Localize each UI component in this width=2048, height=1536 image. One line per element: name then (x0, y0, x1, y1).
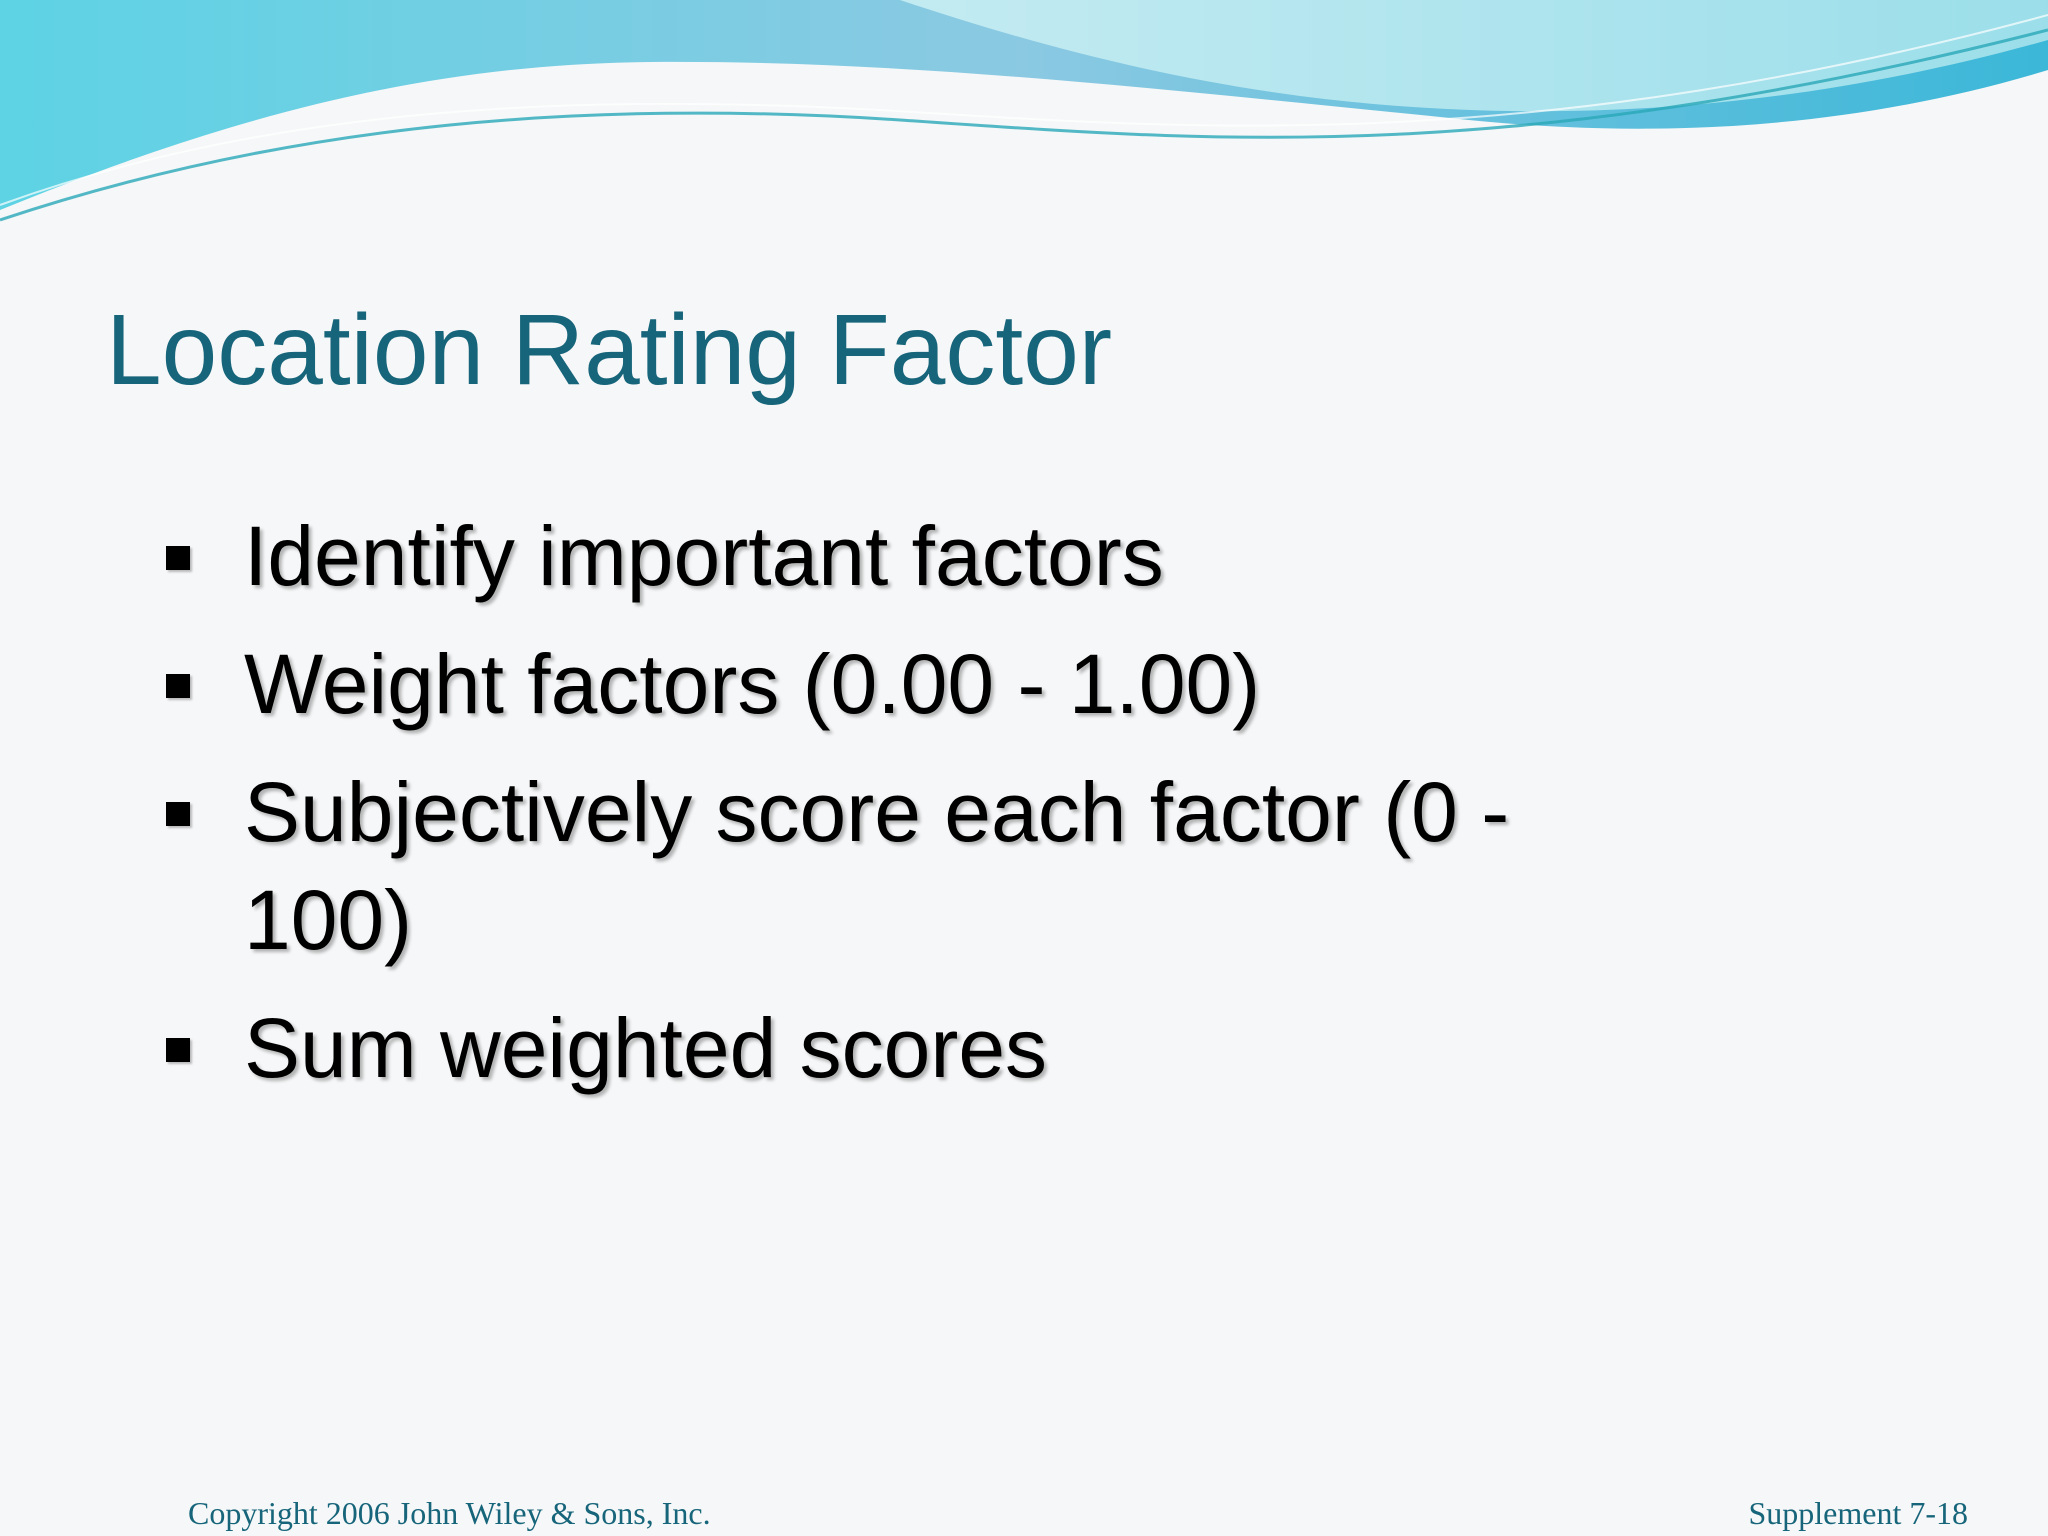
square-bullet-icon (166, 674, 190, 698)
bullet-text: Subjectively score each factor (0 - 100) (244, 765, 1510, 967)
bullet-item: Sum weighted scores (160, 994, 1600, 1102)
square-bullet-icon (166, 802, 190, 826)
square-bullet-icon (166, 546, 190, 570)
bullet-item: Subjectively score each factor (0 - 100) (160, 758, 1600, 974)
bullet-text: Weight factors (0.00 - 1.00) (244, 637, 1261, 731)
bullet-item: Weight factors (0.00 - 1.00) (160, 630, 1600, 738)
footer-copyright: Copyright 2006 John Wiley & Sons, Inc. (188, 1495, 711, 1531)
bullet-list: Identify important factors Weight factor… (160, 502, 1600, 1122)
bullet-text: Identify important factors (244, 509, 1164, 603)
square-bullet-icon (166, 1038, 190, 1062)
wave-header-decoration (0, 0, 2048, 222)
slide-title: Location Rating Factor (106, 294, 1113, 406)
bullet-text: Sum weighted scores (244, 1001, 1048, 1095)
footer-slide-number: Supplement 7-18 (1748, 1495, 1968, 1531)
bullet-item: Identify important factors (160, 502, 1600, 610)
